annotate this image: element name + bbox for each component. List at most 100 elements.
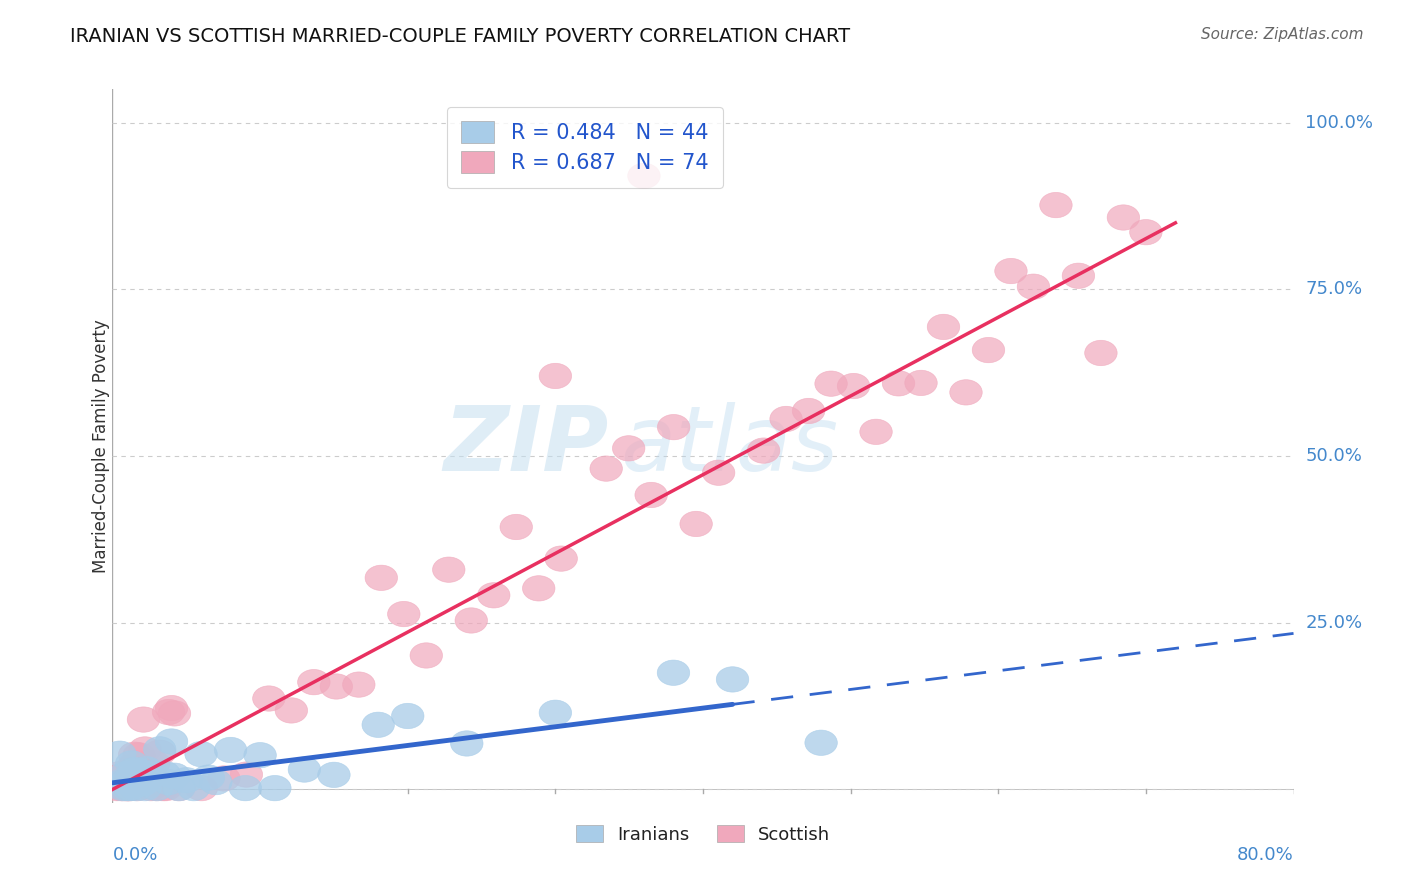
Ellipse shape <box>152 699 184 724</box>
Ellipse shape <box>135 775 167 801</box>
Ellipse shape <box>391 703 425 729</box>
Ellipse shape <box>411 643 443 668</box>
Ellipse shape <box>361 712 395 738</box>
Ellipse shape <box>121 775 153 801</box>
Text: 0.0%: 0.0% <box>112 847 157 864</box>
Ellipse shape <box>111 768 143 794</box>
Ellipse shape <box>523 575 555 601</box>
Ellipse shape <box>132 757 165 783</box>
Ellipse shape <box>804 731 838 756</box>
Ellipse shape <box>125 771 159 796</box>
Ellipse shape <box>838 374 870 399</box>
Text: atlas: atlas <box>620 402 838 490</box>
Ellipse shape <box>770 406 803 432</box>
Ellipse shape <box>136 761 169 786</box>
Ellipse shape <box>104 741 136 766</box>
Ellipse shape <box>994 259 1028 284</box>
Ellipse shape <box>125 766 159 792</box>
Ellipse shape <box>108 763 141 788</box>
Ellipse shape <box>288 757 321 782</box>
Ellipse shape <box>134 760 166 785</box>
Ellipse shape <box>450 731 484 756</box>
Ellipse shape <box>101 775 134 801</box>
Ellipse shape <box>118 742 150 767</box>
Ellipse shape <box>366 566 398 591</box>
Ellipse shape <box>860 419 893 444</box>
Ellipse shape <box>115 773 148 798</box>
Ellipse shape <box>110 775 142 801</box>
Ellipse shape <box>321 673 353 699</box>
Ellipse shape <box>1084 341 1118 366</box>
Ellipse shape <box>108 768 141 793</box>
Y-axis label: Married-Couple Family Poverty: Married-Couple Family Poverty <box>93 319 110 573</box>
Text: ZIP: ZIP <box>443 402 609 490</box>
Ellipse shape <box>155 696 188 721</box>
Text: 25.0%: 25.0% <box>1305 614 1362 632</box>
Ellipse shape <box>111 775 143 801</box>
Text: 75.0%: 75.0% <box>1305 280 1362 298</box>
Ellipse shape <box>112 768 145 793</box>
Ellipse shape <box>177 775 209 801</box>
Ellipse shape <box>146 775 179 801</box>
Ellipse shape <box>681 511 713 537</box>
Ellipse shape <box>117 754 149 780</box>
Ellipse shape <box>298 670 330 695</box>
Ellipse shape <box>388 601 420 627</box>
Text: 100.0%: 100.0% <box>1305 113 1374 131</box>
Ellipse shape <box>105 775 138 801</box>
Ellipse shape <box>148 761 180 787</box>
Ellipse shape <box>121 770 153 795</box>
Ellipse shape <box>259 775 291 801</box>
Ellipse shape <box>107 775 139 801</box>
Ellipse shape <box>253 686 285 711</box>
Ellipse shape <box>163 775 195 801</box>
Ellipse shape <box>115 751 148 776</box>
Ellipse shape <box>128 706 160 732</box>
Ellipse shape <box>883 371 915 396</box>
Ellipse shape <box>793 399 825 424</box>
Ellipse shape <box>138 751 170 776</box>
Ellipse shape <box>104 762 136 787</box>
Ellipse shape <box>107 775 139 801</box>
Ellipse shape <box>200 770 232 795</box>
Ellipse shape <box>1039 193 1073 218</box>
Ellipse shape <box>120 775 152 801</box>
Ellipse shape <box>143 740 176 765</box>
Ellipse shape <box>118 757 150 782</box>
Ellipse shape <box>591 456 623 482</box>
Ellipse shape <box>538 700 572 725</box>
Ellipse shape <box>141 775 173 801</box>
Ellipse shape <box>1129 219 1163 244</box>
Ellipse shape <box>112 775 145 801</box>
Ellipse shape <box>613 435 645 461</box>
Ellipse shape <box>627 163 661 188</box>
Text: 50.0%: 50.0% <box>1305 447 1362 465</box>
Ellipse shape <box>949 380 983 405</box>
Ellipse shape <box>131 756 163 782</box>
Ellipse shape <box>143 737 176 762</box>
Ellipse shape <box>134 764 166 789</box>
Ellipse shape <box>538 363 572 389</box>
Ellipse shape <box>114 775 146 801</box>
Ellipse shape <box>229 775 262 801</box>
Ellipse shape <box>231 762 263 788</box>
Ellipse shape <box>703 460 735 485</box>
Ellipse shape <box>111 775 143 801</box>
Ellipse shape <box>972 337 1005 363</box>
Ellipse shape <box>141 775 173 801</box>
Ellipse shape <box>152 770 184 795</box>
Ellipse shape <box>433 557 465 582</box>
Ellipse shape <box>159 701 191 726</box>
Ellipse shape <box>122 758 155 784</box>
Ellipse shape <box>1017 274 1050 300</box>
Ellipse shape <box>928 314 960 340</box>
Ellipse shape <box>129 737 162 762</box>
Ellipse shape <box>163 775 195 801</box>
Ellipse shape <box>657 660 690 685</box>
Ellipse shape <box>128 771 160 796</box>
Ellipse shape <box>208 765 240 791</box>
Ellipse shape <box>546 546 578 571</box>
Ellipse shape <box>815 371 848 396</box>
Ellipse shape <box>193 765 225 790</box>
Ellipse shape <box>658 415 690 440</box>
